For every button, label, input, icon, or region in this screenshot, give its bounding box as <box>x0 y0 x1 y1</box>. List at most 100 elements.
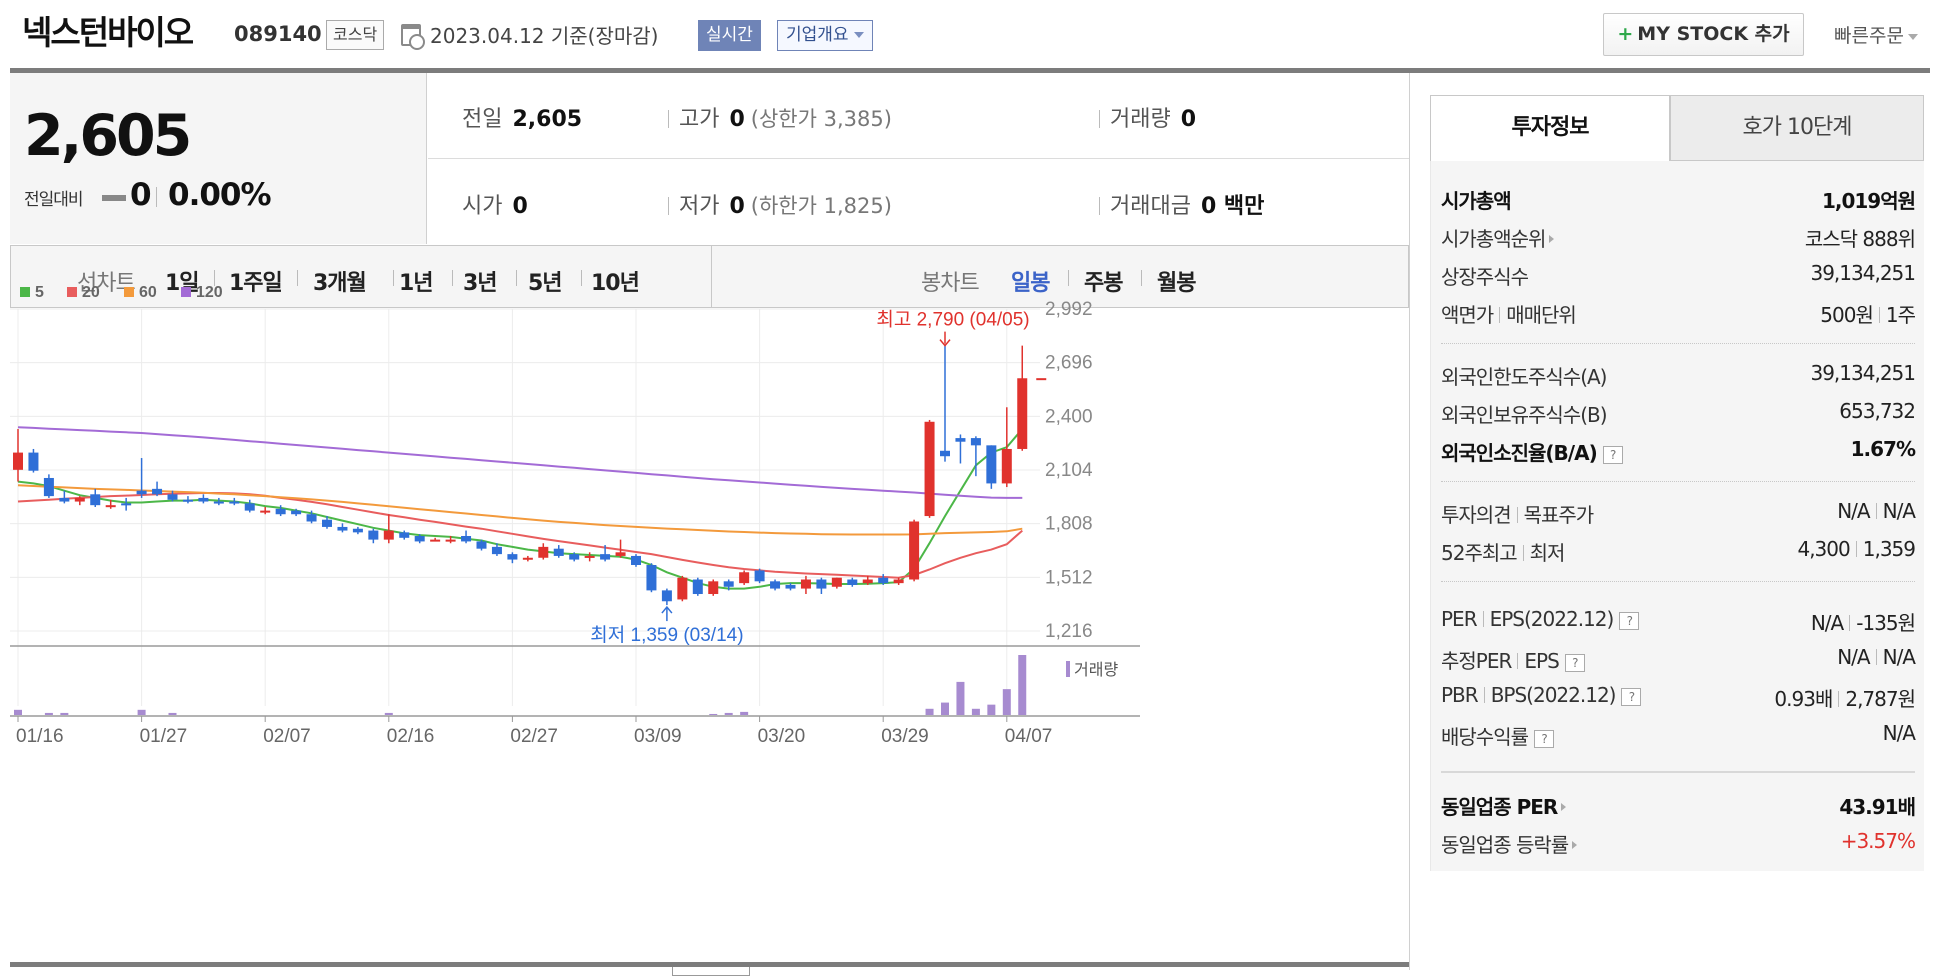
high-label: 고가 <box>679 107 720 132</box>
foreign-rate-label: 외국인소진율(B/A) <box>1441 441 1598 465</box>
company-overview-label: 기업개요 <box>786 25 849 45</box>
volume-bar <box>971 708 980 715</box>
add-my-stock-button[interactable]: + MY STOCK 추가 <box>1603 13 1804 56</box>
base-date: 2023.04.12 기준(장마감) <box>430 24 659 48</box>
tab-5year[interactable]: 5년 <box>528 271 563 296</box>
candle-body <box>352 528 363 533</box>
candle-body <box>74 497 85 502</box>
candle-chart-label: 봉차트 <box>921 271 980 296</box>
target-price-value: N/A <box>1882 499 1916 523</box>
tab-1year[interactable]: 1년 <box>399 271 434 296</box>
tab-hoga[interactable]: 호가 10단계 <box>1670 95 1924 161</box>
divider <box>668 110 669 128</box>
candle-body <box>90 494 101 506</box>
week52-high-label: 52주최고 <box>1441 541 1518 565</box>
eps-label: EPS(2022.12) <box>1489 607 1615 631</box>
tab-10year[interactable]: 10년 <box>591 271 640 296</box>
candle-body <box>414 535 425 542</box>
listed-shares-label: 상장주식수 <box>1441 265 1529 289</box>
industry-per-label: 동일업종 PER <box>1441 795 1558 819</box>
high-annotation: 최고 2,790 (04/05) <box>876 309 1029 331</box>
candle-body <box>615 552 626 556</box>
amount-value: 0 백만 <box>1200 194 1265 219</box>
lower-limit: (하한가 1,825) <box>750 194 892 218</box>
low-annotation: 최저 1,359 (03/14) <box>590 624 743 646</box>
divider <box>668 197 669 215</box>
opinion-value: N/A <box>1837 499 1870 523</box>
candle-body <box>816 579 827 589</box>
help-icon[interactable]: ? <box>1534 730 1554 748</box>
current-price-box: 2,605 전일대비 0 0.00% <box>10 73 427 244</box>
help-icon[interactable]: ? <box>1619 612 1640 630</box>
listed-shares-row: 상장주식수 39,134,251 <box>1441 261 1916 297</box>
industry-rate-row[interactable]: 동일업종 등락률 +3.57% <box>1441 829 1916 865</box>
industry-per-row[interactable]: 동일업종 PER 43.91배 <box>1441 791 1916 827</box>
market-cap-rank-row[interactable]: 시가총액순위 코스닥 888위 <box>1441 223 1916 259</box>
foreign-hold-value: 653,732 <box>1839 399 1916 423</box>
foreign-rate-row: 외국인소진율(B/A)? 1.67% <box>1441 437 1916 473</box>
y-tick-label: 2,400 <box>1045 406 1093 427</box>
dividend-row: 배당수익률? N/A <box>1441 721 1916 757</box>
candle-body <box>167 494 178 500</box>
candle-body <box>955 438 966 442</box>
realtime-button[interactable]: 실시간 <box>698 20 761 51</box>
x-tick-label: 04/07 <box>1005 726 1053 747</box>
candle-body <box>646 565 657 591</box>
candle-body <box>445 539 456 542</box>
divider <box>1517 653 1519 669</box>
volume-bar <box>60 712 69 715</box>
panel-divider <box>1409 73 1410 970</box>
divider <box>1838 691 1840 707</box>
candles <box>13 345 1047 606</box>
candle-body <box>1001 448 1012 484</box>
chevron-right-icon <box>1572 841 1578 849</box>
ma-line-60 <box>17 484 1023 536</box>
legend-label: 120 <box>196 284 223 301</box>
chart-legend: 5 20 60 120 <box>20 284 223 301</box>
prev-compare-label: 전일대비 <box>24 190 84 210</box>
candle-body <box>631 555 641 566</box>
market-cap-rank-label: 시가총액순위 <box>1441 227 1546 251</box>
candle-body <box>368 530 379 540</box>
legend-swatch <box>124 287 134 297</box>
chart-annotations: 최고 2,790 (04/05) 최저 1,359 (03/14) <box>590 309 1029 646</box>
quick-order-dropdown[interactable]: 빠른주문 <box>1834 21 1918 48</box>
candle-body <box>213 501 224 504</box>
help-icon[interactable]: ? <box>1602 446 1623 464</box>
x-tick-label: 02/27 <box>510 726 558 747</box>
target-price-label: 목표주가 <box>1523 503 1595 527</box>
chart-resize-tab[interactable] <box>672 967 750 976</box>
divider <box>1875 649 1877 665</box>
x-tick-label: 02/07 <box>263 726 311 747</box>
x-tick-label: 03/20 <box>758 726 806 747</box>
candle-body <box>677 577 688 600</box>
candle-body <box>337 526 348 531</box>
help-icon[interactable]: ? <box>1621 688 1642 706</box>
chart-grid <box>10 308 1140 717</box>
chevron-down-icon <box>853 32 864 38</box>
industry-per-value: 43.91배 <box>1839 795 1916 819</box>
tab-1week[interactable]: 1주일 <box>229 271 283 296</box>
opinion-row: 투자의견 목표주가 N/A N/A <box>1441 499 1916 535</box>
volume-label: 거래량 <box>1074 661 1118 679</box>
candle-body <box>569 554 580 560</box>
tab-monthly[interactable]: 월봉 <box>1157 271 1196 296</box>
week52-low-label: 최저 <box>1529 541 1566 565</box>
divider <box>1855 541 1857 557</box>
help-icon[interactable]: ? <box>1564 654 1585 672</box>
candle-body <box>383 530 394 540</box>
tab-3year[interactable]: 3년 <box>463 271 498 296</box>
company-overview-dropdown[interactable]: 기업개요 <box>777 20 873 51</box>
legend-label: 20 <box>82 284 100 301</box>
tab-invest-info[interactable]: 투자정보 <box>1430 95 1670 161</box>
candle-body <box>229 501 240 504</box>
tab-weekly[interactable]: 주봉 <box>1084 271 1123 296</box>
divider <box>1878 307 1880 323</box>
foreign-hold-row: 외국인보유주식수(B) 653,732 <box>1441 399 1916 435</box>
low-label: 저가 <box>679 194 720 219</box>
tab-3month[interactable]: 3개월 <box>313 271 367 296</box>
low-price: 저가 0 (하한가 1,825) <box>668 188 892 220</box>
candle-body <box>507 554 518 560</box>
tab-daily[interactable]: 일봉 <box>1011 271 1050 296</box>
per-label: PER <box>1441 607 1478 631</box>
